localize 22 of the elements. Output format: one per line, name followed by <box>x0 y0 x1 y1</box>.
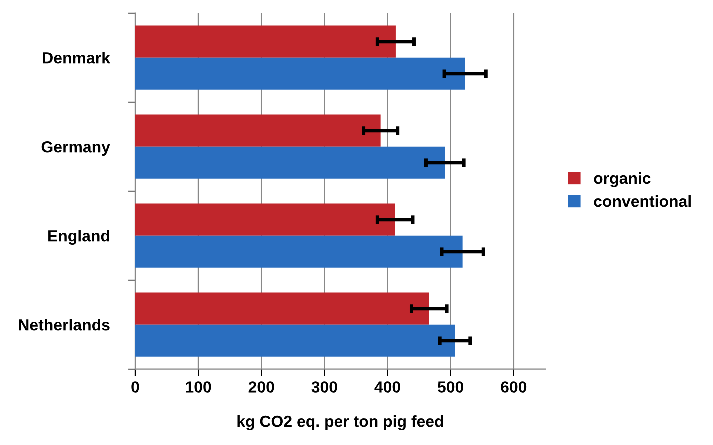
bar <box>135 236 463 268</box>
legend-label: conventional <box>594 195 691 208</box>
y-tick-label: Denmark <box>43 52 110 64</box>
y-tick-label: Netherlands <box>19 319 110 331</box>
x-axis-title: kg CO2 eq. per ton pig feed <box>238 415 444 430</box>
bar <box>135 58 466 90</box>
x-tick-label: 300 <box>312 382 338 393</box>
y-tick-label: England <box>48 230 110 246</box>
bar <box>135 204 396 236</box>
x-tick-label: 500 <box>438 382 464 393</box>
bar <box>135 324 456 357</box>
x-tick-label: 200 <box>248 382 274 393</box>
bar <box>135 292 430 325</box>
x-tick-label: 600 <box>501 382 527 393</box>
y-tick-label: Germany <box>42 141 110 156</box>
x-tick-label: 0 <box>132 382 140 393</box>
bar <box>135 114 381 147</box>
legend-label: organic <box>594 172 651 188</box>
x-tick-label: 400 <box>374 382 400 393</box>
bar <box>135 146 446 179</box>
bar <box>135 26 396 58</box>
x-tick-label: 100 <box>186 382 212 393</box>
